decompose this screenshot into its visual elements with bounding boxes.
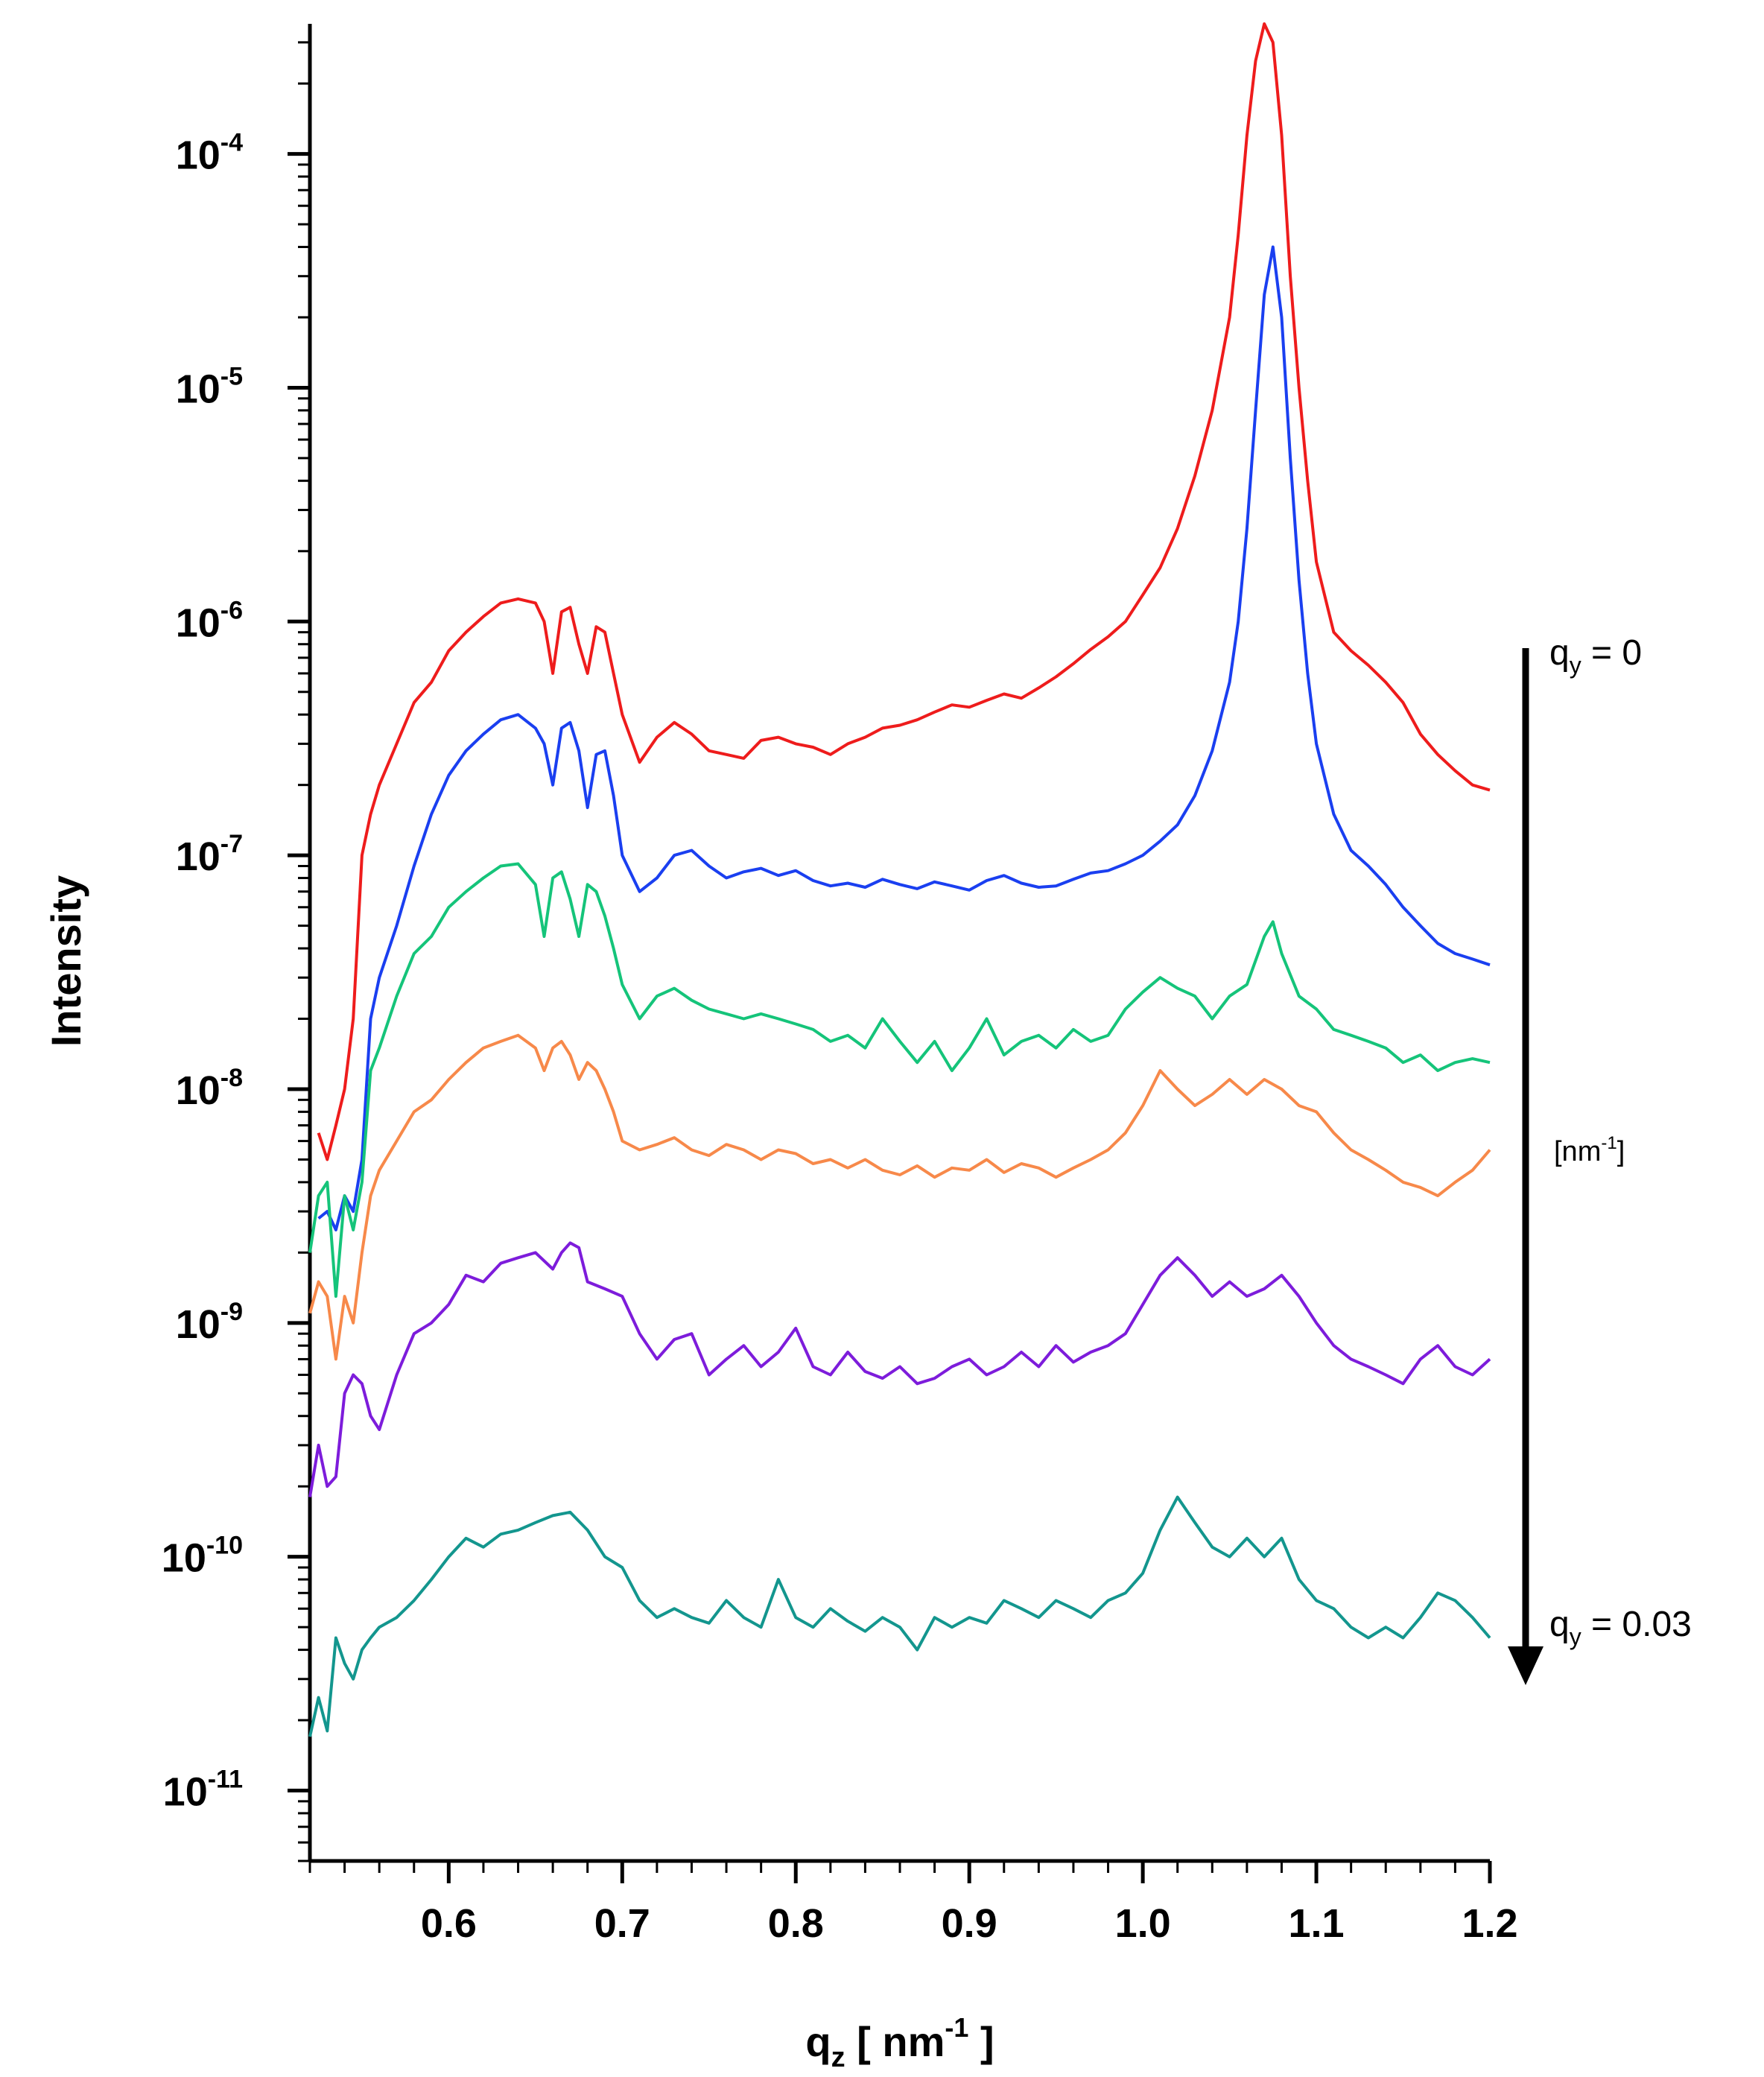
y-tick-label: 10-9	[176, 1298, 243, 1347]
x-tick-label: 0.6	[421, 1901, 477, 1946]
series-line-3	[308, 862, 1491, 1298]
x-tick-label: 1.1	[1289, 1901, 1345, 1946]
x-tick-label: 0.7	[594, 1901, 650, 1946]
series-line-1	[317, 22, 1491, 1161]
annotation-bottom-label: qy = 0.03	[1549, 1605, 1692, 1650]
x-tick-label: 0.8	[768, 1901, 824, 1946]
series-line-5	[308, 1241, 1491, 1497]
x-axis-title: qz [ nm-1 ]	[805, 2012, 994, 2073]
series-line-6	[308, 1495, 1491, 1737]
x-axis-title-sub: z	[831, 2042, 845, 2073]
y-tick-label: 10-8	[176, 1064, 243, 1113]
x-axis-title-base: q	[805, 2018, 831, 2065]
series-line-2	[317, 245, 1491, 1231]
qy-arrow	[1508, 648, 1544, 1685]
series-group	[308, 22, 1491, 1737]
x-tick-label: 1.2	[1462, 1901, 1517, 1946]
y-tick-label: 10-7	[176, 830, 243, 879]
y-tick-label: 10-5	[176, 362, 243, 411]
y-ticks: 10-11 10-10 10-9 10-8 10-7 10-6 10-5 10-4	[162, 41, 310, 1862]
y-tick-label: 10-6	[176, 596, 243, 645]
x-axis-title-unit-sup: -1	[945, 2012, 968, 2043]
x-tick-label: 0.9	[942, 1901, 997, 1946]
y-tick-label: 10-11	[163, 1766, 243, 1815]
y-axis-title: Intensity	[42, 875, 89, 1047]
x-tick-label: 1.0	[1115, 1901, 1171, 1946]
annotation-top-label: qy = 0	[1549, 633, 1642, 679]
y-tick-label: 10-10	[162, 1532, 243, 1581]
x-axis-title-unit: [ nm	[845, 2018, 945, 2065]
x-ticks: 0.6 0.7 0.8 0.9 1.0 1.1 1.2	[308, 1861, 1518, 1946]
y-tick-label: 10-4	[176, 129, 243, 178]
x-axis-title-unit-end: ]	[968, 2018, 994, 2065]
series-line-4	[308, 1033, 1491, 1361]
arrow-head	[1508, 1646, 1544, 1685]
annotation-unit-label: [nm-1]	[1554, 1133, 1625, 1167]
